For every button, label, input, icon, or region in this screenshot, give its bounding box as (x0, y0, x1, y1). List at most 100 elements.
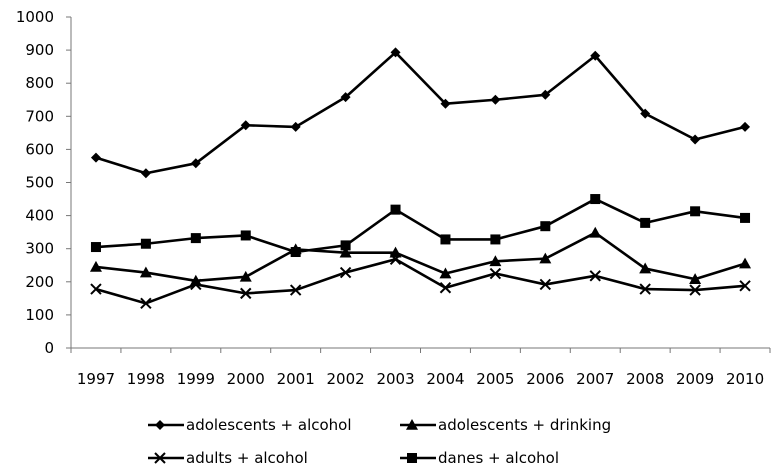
legend-item: adults + alcohol (148, 449, 308, 467)
series-diamond (90, 47, 751, 179)
data-point (539, 278, 552, 291)
legend-label: danes + alcohol (438, 449, 559, 467)
legend-marker (406, 419, 418, 430)
x-tick-label: 2008 (626, 370, 664, 388)
data-point (639, 283, 651, 295)
legend: adolescents + alcohol adolescents + drink… (148, 416, 611, 467)
x-marker-stroke (539, 278, 552, 291)
series-line (95, 231, 746, 283)
data-point (639, 262, 652, 274)
data-point (590, 194, 601, 205)
data-point (740, 121, 751, 132)
x-tick-label: 2009 (676, 370, 714, 388)
legend-item: adolescents + drinking (400, 416, 611, 434)
x-tick-label: 2003 (376, 370, 414, 388)
data-point (90, 152, 101, 163)
data-point (140, 168, 151, 179)
data-point (489, 255, 502, 267)
data-point (240, 120, 251, 131)
data-point (239, 270, 252, 282)
data-point (289, 284, 302, 296)
data-point (690, 134, 701, 145)
x-marker-stroke (90, 283, 102, 295)
series-line (95, 257, 746, 305)
series-triangle (89, 226, 752, 286)
x-tick-label: 2001 (277, 370, 315, 388)
x-tick-label: 2000 (227, 370, 265, 388)
data-point (389, 253, 402, 265)
x-tick-label: 2006 (526, 370, 564, 388)
data-point (589, 270, 601, 282)
series-x (90, 253, 751, 310)
x-marker-stroke (289, 284, 302, 296)
data-point (190, 158, 201, 169)
y-tick-label: 100 (25, 306, 54, 324)
x-marker-stroke (240, 287, 252, 300)
legend-label: adolescents + drinking (438, 416, 611, 434)
data-point (739, 280, 751, 292)
data-point (640, 108, 651, 119)
data-point (339, 266, 352, 279)
series-line (95, 51, 746, 175)
x-tick-label: 1998 (127, 370, 165, 388)
data-point (190, 278, 202, 291)
series-group (89, 47, 752, 310)
data-point (439, 282, 452, 294)
x-marker-stroke (439, 282, 452, 294)
data-point (640, 217, 651, 228)
x-tick-label: 1999 (177, 370, 215, 388)
data-point (440, 98, 451, 109)
legend-item: danes + alcohol (400, 449, 559, 467)
data-point (540, 221, 551, 232)
x-tick-label: 2010 (726, 370, 764, 388)
x-marker-stroke (639, 283, 651, 295)
x-tick-label: 2005 (476, 370, 514, 388)
data-point (90, 242, 101, 253)
data-point (389, 246, 402, 258)
data-point (189, 274, 202, 286)
data-point (390, 204, 401, 215)
legend-marker (407, 453, 417, 463)
data-point (339, 246, 352, 258)
data-point (739, 257, 752, 269)
x-marker-stroke (689, 284, 701, 296)
x-marker-stroke (190, 278, 202, 291)
y-tick-label: 1000 (16, 8, 54, 26)
data-point (490, 234, 501, 245)
legend-marker (155, 420, 165, 430)
data-point (290, 121, 301, 132)
data-point (240, 287, 252, 300)
data-point (539, 252, 552, 264)
x-marker-stroke (739, 280, 751, 292)
legend-item: adolescents + alcohol (148, 416, 352, 434)
data-point (340, 92, 351, 103)
data-point (390, 47, 401, 58)
data-point (689, 284, 701, 296)
x-tick-label: 1997 (77, 370, 115, 388)
data-point (490, 94, 501, 105)
x-marker-stroke (589, 270, 601, 282)
data-point (540, 89, 551, 100)
data-point (690, 206, 701, 217)
y-tick-label: 200 (25, 273, 54, 291)
series-square (90, 194, 751, 258)
axes: 0 100 200 300 400 500 600 700 800 900 1000 1997 1998… (16, 8, 771, 388)
x-marker-stroke (489, 267, 502, 280)
data-point (139, 266, 152, 278)
y-tick-label: 900 (25, 41, 54, 59)
legend-marker (154, 452, 166, 464)
x-tick-label: 2004 (426, 370, 464, 388)
y-tick-label: 400 (25, 207, 54, 225)
data-point (440, 234, 451, 245)
legend-label: adolescents + alcohol (186, 416, 352, 434)
y-tick-label: 700 (25, 107, 54, 125)
series-line (95, 197, 746, 254)
data-point (89, 260, 102, 272)
data-point (340, 240, 351, 251)
y-tick-label: 800 (25, 74, 54, 92)
data-point (240, 230, 251, 241)
x-tick-label: 2002 (327, 370, 365, 388)
data-point (439, 267, 452, 279)
x-marker-stroke (154, 452, 166, 464)
